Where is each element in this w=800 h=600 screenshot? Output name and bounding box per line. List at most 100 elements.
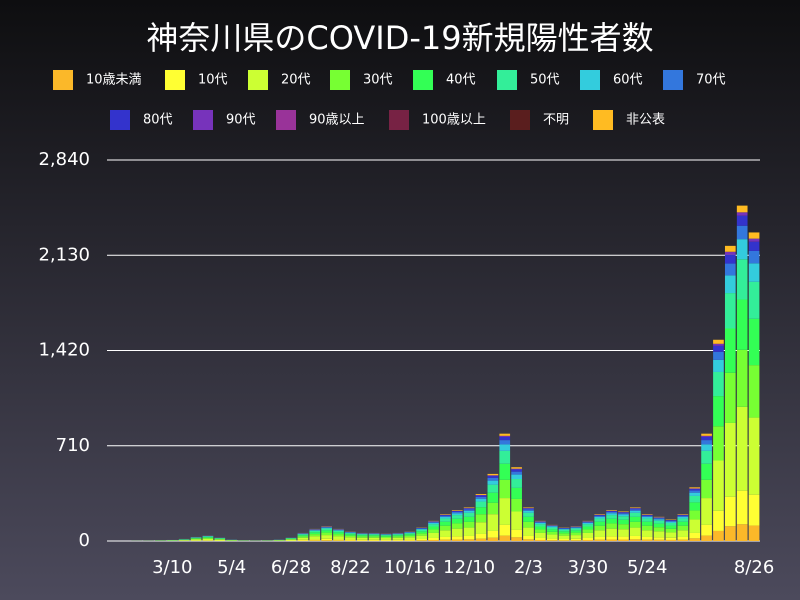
bar-segment [487, 492, 499, 503]
legend-label: 非公表 [626, 113, 665, 128]
bar-segment [689, 510, 701, 520]
bar-segment [701, 436, 712, 441]
bar-segment [451, 515, 463, 519]
bar-segment [689, 488, 701, 491]
bar-segment [309, 530, 321, 533]
legend-swatch [580, 70, 600, 90]
bar-segment [641, 525, 653, 531]
bar-segment [499, 524, 511, 536]
x-tick-label: 6/28 [271, 557, 311, 578]
bar-segment [748, 232, 760, 239]
bar-segment [665, 525, 677, 529]
bar-segment [333, 530, 344, 533]
bar-segment [416, 540, 427, 541]
bar-segment [463, 512, 475, 517]
bar-segment [416, 528, 427, 530]
legend-swatch [193, 110, 213, 130]
bar-segment [594, 514, 606, 515]
y-tick-label: 2,840 [38, 149, 90, 170]
bar-segment [440, 515, 451, 517]
bar-segment [594, 530, 606, 537]
bar-segment [724, 251, 736, 255]
bar-segment [356, 535, 368, 537]
bar-segment [487, 537, 499, 541]
bar-segment [523, 507, 534, 509]
legend-label: 40代 [446, 73, 476, 88]
bar-segment [582, 526, 594, 530]
bar-segment [641, 536, 653, 540]
bar-segment [475, 501, 487, 508]
bar-segment [724, 293, 736, 329]
bar-segment [736, 349, 748, 407]
bar-segment [499, 479, 511, 499]
bar-segment [416, 533, 427, 536]
bar-segment [558, 538, 570, 541]
bar-segment [558, 540, 570, 541]
legend-swatch [497, 70, 517, 90]
bar-segment [214, 539, 226, 541]
legend-label: 30代 [363, 73, 393, 88]
bar-segment [606, 510, 617, 511]
bar-segment [558, 528, 570, 529]
bar-segment [606, 528, 617, 537]
bar-segment [523, 512, 534, 517]
legend-swatch [389, 110, 409, 130]
legend-label: 70代 [696, 73, 726, 88]
bar-segment [463, 535, 475, 540]
bar-segment [558, 529, 570, 532]
legend-swatch [276, 110, 296, 130]
bar-segment [511, 498, 522, 512]
bar-segment [665, 522, 677, 526]
bar-segment [618, 513, 629, 515]
bar-segment [380, 536, 392, 539]
x-tick-label: 5/4 [217, 557, 246, 578]
bar-segment [748, 250, 760, 264]
bar-segment [499, 498, 511, 525]
bar-segment [321, 540, 332, 541]
bar-segment [309, 530, 321, 531]
bar-segment [701, 440, 712, 445]
bar-segment [214, 538, 226, 540]
bar-segment [333, 540, 344, 541]
bar-segment [285, 539, 297, 541]
bar-segment [392, 534, 404, 536]
bar-segment [511, 511, 522, 530]
bar-segment [606, 523, 617, 529]
bar-segment [582, 521, 594, 523]
bar-segment [677, 536, 689, 540]
bar-segment [475, 494, 487, 495]
legend-swatch [165, 70, 185, 90]
bar-segment [570, 540, 582, 541]
bar-segment [368, 534, 380, 536]
bar-segment [297, 539, 309, 541]
bar-segment [499, 463, 511, 480]
bar-segment [178, 540, 190, 541]
bar-segment [701, 433, 712, 436]
bar-segment [653, 520, 665, 524]
bar-segment [736, 299, 748, 350]
bar-segment [535, 529, 546, 533]
bar-segment [594, 516, 606, 519]
bar-segment [736, 225, 748, 240]
bar-segment [333, 534, 344, 537]
bar-segment [748, 494, 760, 526]
bar-segment [297, 537, 309, 540]
bar-segment [463, 510, 475, 513]
x-tick-label: 2/3 [514, 557, 543, 578]
bar-segment [451, 523, 463, 529]
bar-segment [487, 484, 499, 493]
bar-segment [570, 527, 582, 529]
bar-segment [392, 536, 404, 538]
bar-segment [629, 535, 641, 540]
bar-segment [404, 539, 416, 541]
bar-segment [463, 539, 475, 541]
bar-segment [380, 534, 392, 536]
bar-segment [606, 536, 617, 540]
bar-segment [440, 530, 451, 537]
bar-segment [546, 527, 558, 530]
bar-segment [380, 535, 392, 537]
legend-swatch [510, 110, 530, 130]
y-tick-label: 1,420 [38, 340, 90, 361]
bar-segment [546, 526, 558, 528]
